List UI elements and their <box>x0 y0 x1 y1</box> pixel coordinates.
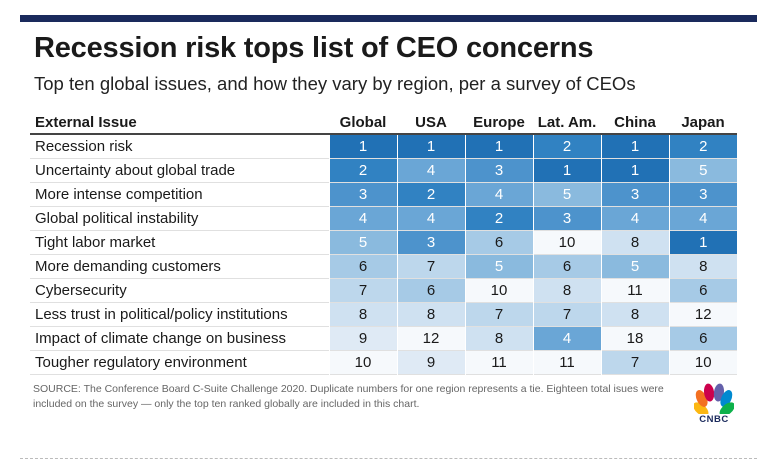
table-row: Cybersecurity 7 6 10 8 11 6 <box>30 278 737 303</box>
rank-cell-lat-am: 8 <box>532 278 601 303</box>
rank-cell-global: 3 <box>328 182 397 207</box>
chart-title: Recession risk tops list of CEO concerns <box>34 32 594 64</box>
issue-label: Recession risk <box>35 138 133 155</box>
rank-cell-china: 4 <box>600 206 669 231</box>
rank-cell-lat-am: 3 <box>532 206 601 231</box>
rank-cell-global: 9 <box>328 326 397 351</box>
rank-cell-china: 18 <box>600 326 669 351</box>
table-body: Recession risk 1 1 1 2 1 2 Uncertainty about gl… <box>30 134 737 375</box>
table-row: Global political instability 4 4 2 3 4 4 <box>30 206 737 231</box>
rank-cell-global: 7 <box>328 278 397 303</box>
table-row: Uncertainty about global trade 2 4 3 1 1 5 <box>30 158 737 183</box>
issue-label: Less trust in political/policy instituti… <box>35 306 288 323</box>
ranking-table: External Issue Global USA Europe Lat. Am… <box>30 112 737 375</box>
rank-cell-japan: 12 <box>668 302 737 327</box>
rank-cell-lat-am: 4 <box>532 326 601 351</box>
rank-cell-china: 8 <box>600 230 669 255</box>
rank-cell-global: 4 <box>328 206 397 231</box>
top-accent-bar <box>20 15 757 22</box>
rank-cell-usa: 4 <box>396 206 465 231</box>
rank-cell-global: 6 <box>328 254 397 279</box>
cnbc-peacock-logo <box>694 383 734 414</box>
rank-cell-lat-am: 1 <box>532 158 601 183</box>
rank-cell-japan: 6 <box>668 278 737 303</box>
rank-cell-lat-am: 5 <box>532 182 601 207</box>
issue-label: Tight labor market <box>35 234 156 251</box>
source-note: SOURCE: The Conference Board C-Suite Cha… <box>33 383 664 410</box>
rank-cell-japan: 8 <box>668 254 737 279</box>
rank-cell-japan: 4 <box>668 206 737 231</box>
header-external-issue: External Issue <box>35 114 137 131</box>
rank-cell-china: 8 <box>600 302 669 327</box>
rank-cell-china: 11 <box>600 278 669 303</box>
rank-cell-europe: 5 <box>464 254 533 279</box>
rank-cell-usa: 8 <box>396 302 465 327</box>
rank-cell-lat-am: 2 <box>532 134 601 159</box>
table-row: Less trust in political/policy instituti… <box>30 302 737 327</box>
issue-label: Cybersecurity <box>35 282 127 299</box>
rank-cell-japan: 3 <box>668 182 737 207</box>
rank-cell-lat-am: 11 <box>532 350 601 375</box>
rank-cell-china: 1 <box>600 134 669 159</box>
rank-cell-lat-am: 10 <box>532 230 601 255</box>
issue-label: More demanding customers <box>35 258 221 275</box>
rank-cell-japan: 2 <box>668 134 737 159</box>
header-usa: USA <box>415 114 447 131</box>
rank-cell-europe: 10 <box>464 278 533 303</box>
rank-cell-usa: 6 <box>396 278 465 303</box>
rank-cell-china: 3 <box>600 182 669 207</box>
rank-cell-usa: 7 <box>396 254 465 279</box>
issue-label: Global political instability <box>35 210 199 227</box>
rank-cell-japan: 5 <box>668 158 737 183</box>
issue-label: Tougher regulatory environment <box>35 354 247 371</box>
table-row: Tight labor market 5 3 6 10 8 1 <box>30 230 737 255</box>
rank-cell-europe: 7 <box>464 302 533 327</box>
rank-cell-global: 10 <box>328 350 397 375</box>
rank-cell-japan: 1 <box>668 230 737 255</box>
rank-cell-global: 2 <box>328 158 397 183</box>
header-lat-am: Lat. Am. <box>537 114 597 131</box>
header-europe: Europe <box>473 114 525 131</box>
table-row: More demanding customers 6 7 5 6 5 8 <box>30 254 737 279</box>
issue-label: More intense competition <box>35 186 203 203</box>
rank-cell-europe: 1 <box>464 134 533 159</box>
rank-cell-china: 7 <box>600 350 669 375</box>
issue-label: Impact of climate change on business <box>35 330 286 347</box>
table-row: Recession risk 1 1 1 2 1 2 <box>30 134 737 159</box>
rank-cell-usa: 4 <box>396 158 465 183</box>
table-row: Tougher regulatory environment 10 9 11 11 7 10 <box>30 350 737 375</box>
rank-cell-global: 8 <box>328 302 397 327</box>
rank-cell-usa: 9 <box>396 350 465 375</box>
table-row: More intense competition 3 2 4 5 3 3 <box>30 182 737 207</box>
chart-subtitle: Top ten global issues, and how they vary… <box>34 73 636 94</box>
rank-cell-europe: 11 <box>464 350 533 375</box>
rank-cell-usa: 2 <box>396 182 465 207</box>
rank-cell-lat-am: 6 <box>532 254 601 279</box>
rank-cell-europe: 2 <box>464 206 533 231</box>
rank-cell-europe: 3 <box>464 158 533 183</box>
rank-cell-lat-am: 7 <box>532 302 601 327</box>
rank-cell-global: 5 <box>328 230 397 255</box>
rank-cell-usa: 1 <box>396 134 465 159</box>
rank-cell-japan: 6 <box>668 326 737 351</box>
header-china: China <box>614 114 656 131</box>
rank-cell-japan: 10 <box>668 350 737 375</box>
rank-cell-global: 1 <box>328 134 397 159</box>
table-row: Impact of climate change on business 9 12 8… <box>30 326 737 351</box>
header-japan: Japan <box>681 114 725 131</box>
table-header-row: External Issue Global USA Europe Lat. Am… <box>30 112 737 134</box>
rank-cell-china: 5 <box>600 254 669 279</box>
bottom-divider <box>20 458 757 459</box>
rank-cell-europe: 8 <box>464 326 533 351</box>
rank-cell-usa: 12 <box>396 326 465 351</box>
cnbc-logo-text: CNBC <box>699 414 729 425</box>
rank-cell-europe: 6 <box>464 230 533 255</box>
header-global: Global <box>339 114 387 131</box>
issue-label: Uncertainty about global trade <box>35 162 236 179</box>
rank-cell-china: 1 <box>600 158 669 183</box>
rank-cell-usa: 3 <box>396 230 465 255</box>
rank-cell-europe: 4 <box>464 182 533 207</box>
